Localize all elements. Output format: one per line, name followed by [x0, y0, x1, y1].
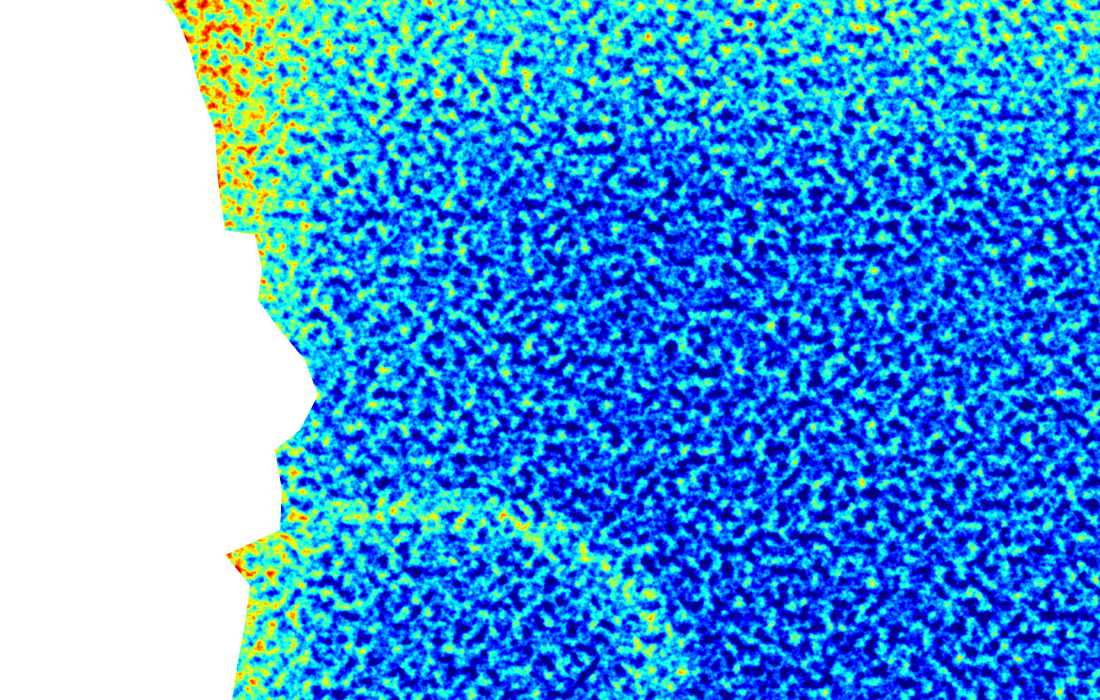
- blank-region: [0, 0, 318, 700]
